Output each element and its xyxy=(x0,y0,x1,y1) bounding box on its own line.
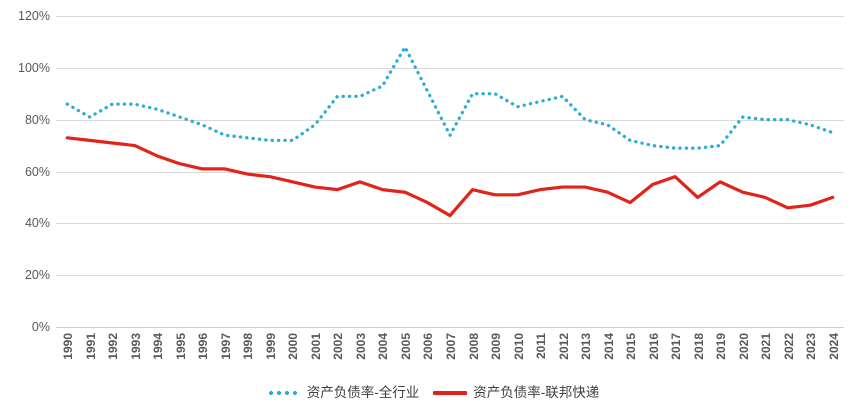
x-axis-tick-label: 1997 xyxy=(218,333,233,360)
x-axis-tick-label: 1993 xyxy=(128,333,143,360)
series-line-all-industry xyxy=(65,43,835,150)
y-axis-tick-label: 0% xyxy=(31,320,50,334)
x-axis-tick-label: 2004 xyxy=(376,333,391,360)
y-axis-tick-label: 40% xyxy=(24,216,50,231)
x-axis-tick-label: 2002 xyxy=(331,333,346,360)
x-axis-tick-label: 1991 xyxy=(83,333,98,360)
legend-solid-line-icon xyxy=(433,390,468,395)
x-axis-tick-label: 1992 xyxy=(106,333,121,360)
x-axis-tick-label: 2009 xyxy=(489,333,504,360)
y-axis-tick-label: 120% xyxy=(18,9,50,23)
legend-label: 资产负债率-全行业 xyxy=(306,385,420,400)
x-axis-tick-label: 2006 xyxy=(421,333,436,360)
series-layer xyxy=(65,43,835,218)
x-axis-line xyxy=(56,327,844,328)
x-axis-tick-label: 2017 xyxy=(669,333,684,360)
x-axis-tick-label: 1995 xyxy=(173,333,188,360)
y-axis-tick-label: 20% xyxy=(24,268,50,283)
x-axis-tick-label: 2001 xyxy=(308,333,323,360)
x-axis-tick-label: 2024 xyxy=(826,333,841,360)
x-axis-tick-label: 2012 xyxy=(556,333,571,360)
x-axis-tick-label: 2021 xyxy=(759,333,774,360)
gridline xyxy=(56,171,844,173)
x-axis-tick-label: 2003 xyxy=(353,333,368,360)
x-axis-tick-label: 1998 xyxy=(241,333,256,360)
x-axis-tick-label: 2023 xyxy=(804,333,819,360)
y-axis-tick-label: 80% xyxy=(24,112,50,127)
gridline xyxy=(56,119,844,121)
x-axis-tick-label: 2013 xyxy=(579,333,594,360)
x-axis-tick-label: 1996 xyxy=(196,333,211,360)
gridline xyxy=(56,223,844,225)
x-axis-tick-label: 2022 xyxy=(781,333,796,360)
gridline xyxy=(56,275,844,277)
x-axis-tick-label: 2007 xyxy=(444,333,458,360)
x-axis-tick-label: 2016 xyxy=(646,333,661,360)
legend-label: 资产负债率-联邦快递 xyxy=(473,385,600,400)
y-axis-tick-label: 60% xyxy=(24,164,50,179)
gridline xyxy=(56,67,844,69)
gridline xyxy=(56,16,844,17)
x-axis-tick-label: 2010 xyxy=(511,333,526,360)
chart-legend: 资产负债率-全行业 资产负债率-联邦快递 xyxy=(0,386,866,400)
legend-item[interactable]: 资产负债率-全行业 xyxy=(266,385,420,400)
legend-item[interactable]: 资产负债率-联邦快递 xyxy=(433,386,599,400)
x-axis-tick-label: 2020 xyxy=(736,333,751,360)
x-axis-tick-label: 2011 xyxy=(534,333,549,360)
x-axis-tick-label: 2015 xyxy=(624,333,639,360)
x-axis-tick-label: 1994 xyxy=(151,333,166,360)
x-axis-tick-label: 2005 xyxy=(398,333,413,360)
legend-dotted-line-icon xyxy=(266,390,301,395)
series-line-fedex xyxy=(65,136,835,218)
x-axis-tick-label: 2000 xyxy=(286,333,301,360)
x-axis-tick-label: 2014 xyxy=(601,333,616,360)
y-axis-tick-label: 100% xyxy=(18,60,50,75)
x-axis-tick-label: 2019 xyxy=(714,333,729,360)
x-axis-tick-label: 1990 xyxy=(61,333,76,360)
x-axis-tick-label: 2018 xyxy=(691,333,706,360)
x-axis-tick-label: 2008 xyxy=(466,333,481,360)
x-axis-tick-label: 1999 xyxy=(263,333,278,360)
plot-area xyxy=(56,16,844,328)
